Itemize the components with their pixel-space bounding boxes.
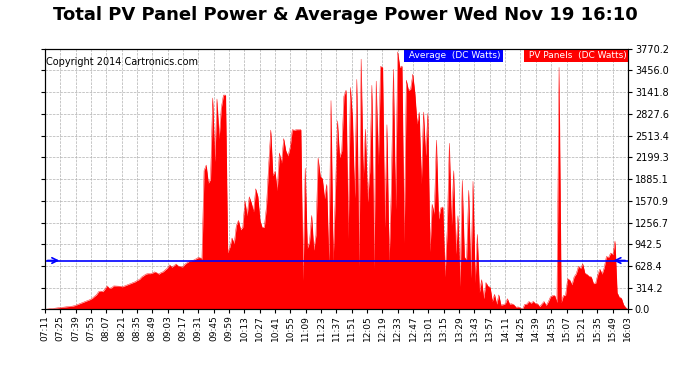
Text: Total PV Panel Power & Average Power Wed Nov 19 16:10: Total PV Panel Power & Average Power Wed… xyxy=(52,6,638,24)
Text: PV Panels  (DC Watts): PV Panels (DC Watts) xyxy=(526,51,627,60)
Text: Average  (DC Watts): Average (DC Watts) xyxy=(406,51,501,60)
Text: Copyright 2014 Cartronics.com: Copyright 2014 Cartronics.com xyxy=(46,57,198,67)
